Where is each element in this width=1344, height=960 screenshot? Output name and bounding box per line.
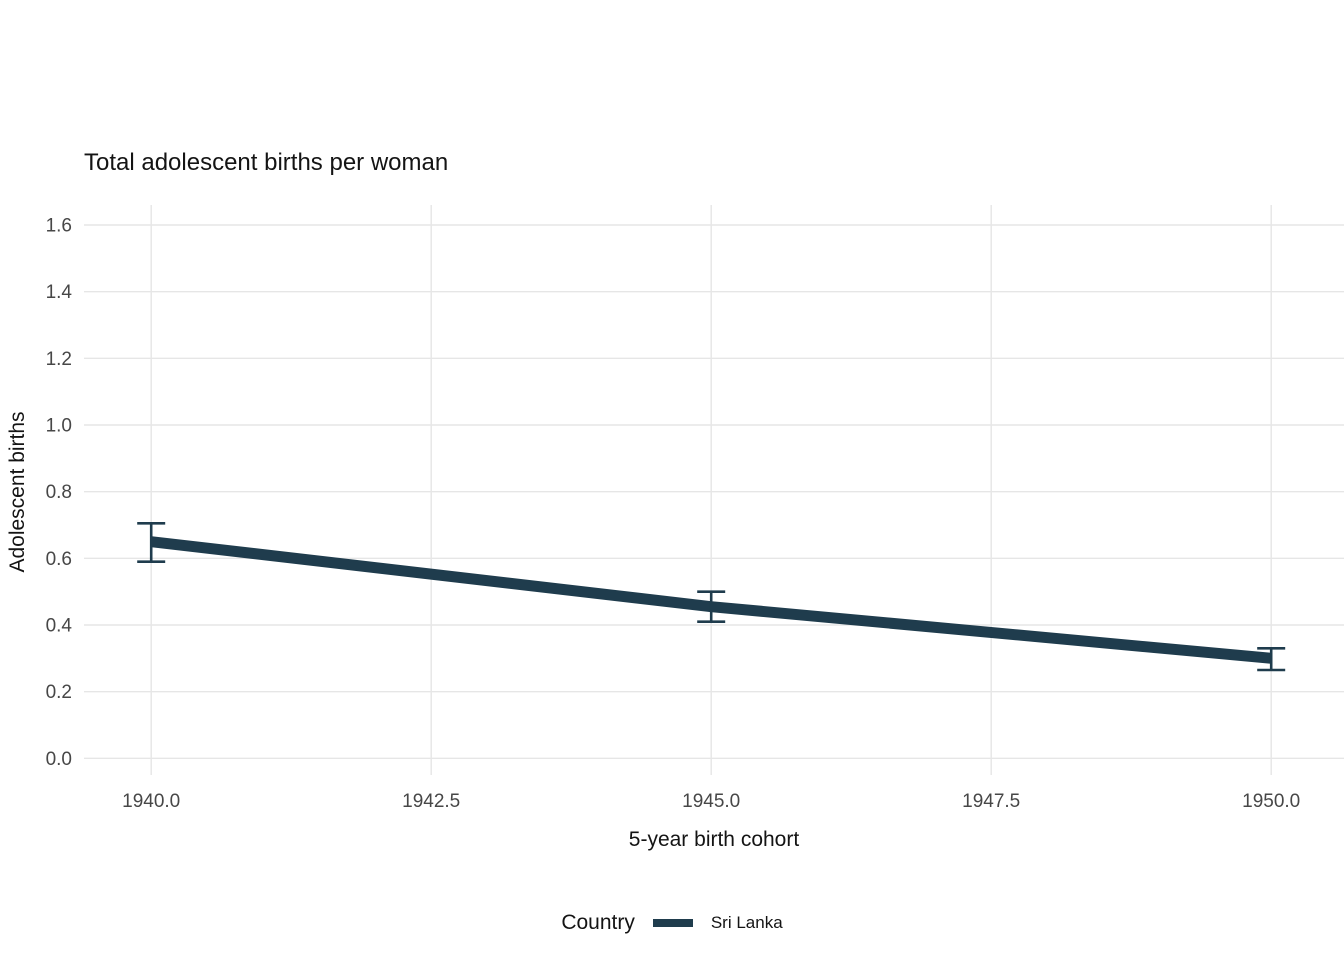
legend-label-sri-lanka: Sri Lanka	[710, 913, 783, 932]
x-tick-label: 1950.0	[1242, 791, 1300, 812]
x-tick-label: 1947.5	[962, 791, 1020, 812]
y-tick-label: 1.6	[46, 216, 72, 237]
x-tick-label: 1942.5	[402, 791, 460, 812]
x-tick-label: 1945.0	[682, 791, 740, 812]
chart-title: Total adolescent births per woman	[84, 149, 449, 176]
y-tick-label: 0.4	[46, 616, 73, 637]
x-tick-label: 1940.0	[122, 791, 180, 812]
y-tick-label: 0.8	[46, 482, 72, 503]
legend: Country Sri Lanka	[0, 904, 1344, 942]
y-tick-label: 0.2	[46, 682, 72, 703]
y-tick-label: 0.6	[46, 549, 72, 570]
legend-title: Country	[561, 911, 635, 934]
y-tick-label: 1.4	[46, 282, 73, 303]
y-tick-label: 1.2	[46, 349, 72, 370]
x-axis-title: 5-year birth cohort	[628, 828, 800, 851]
y-tick-label: 0.0	[46, 749, 72, 770]
y-axis-title: Adolescent births	[6, 411, 29, 573]
y-tick-label: 1.0	[46, 416, 72, 437]
legend-key-line-swatch	[652, 919, 693, 927]
